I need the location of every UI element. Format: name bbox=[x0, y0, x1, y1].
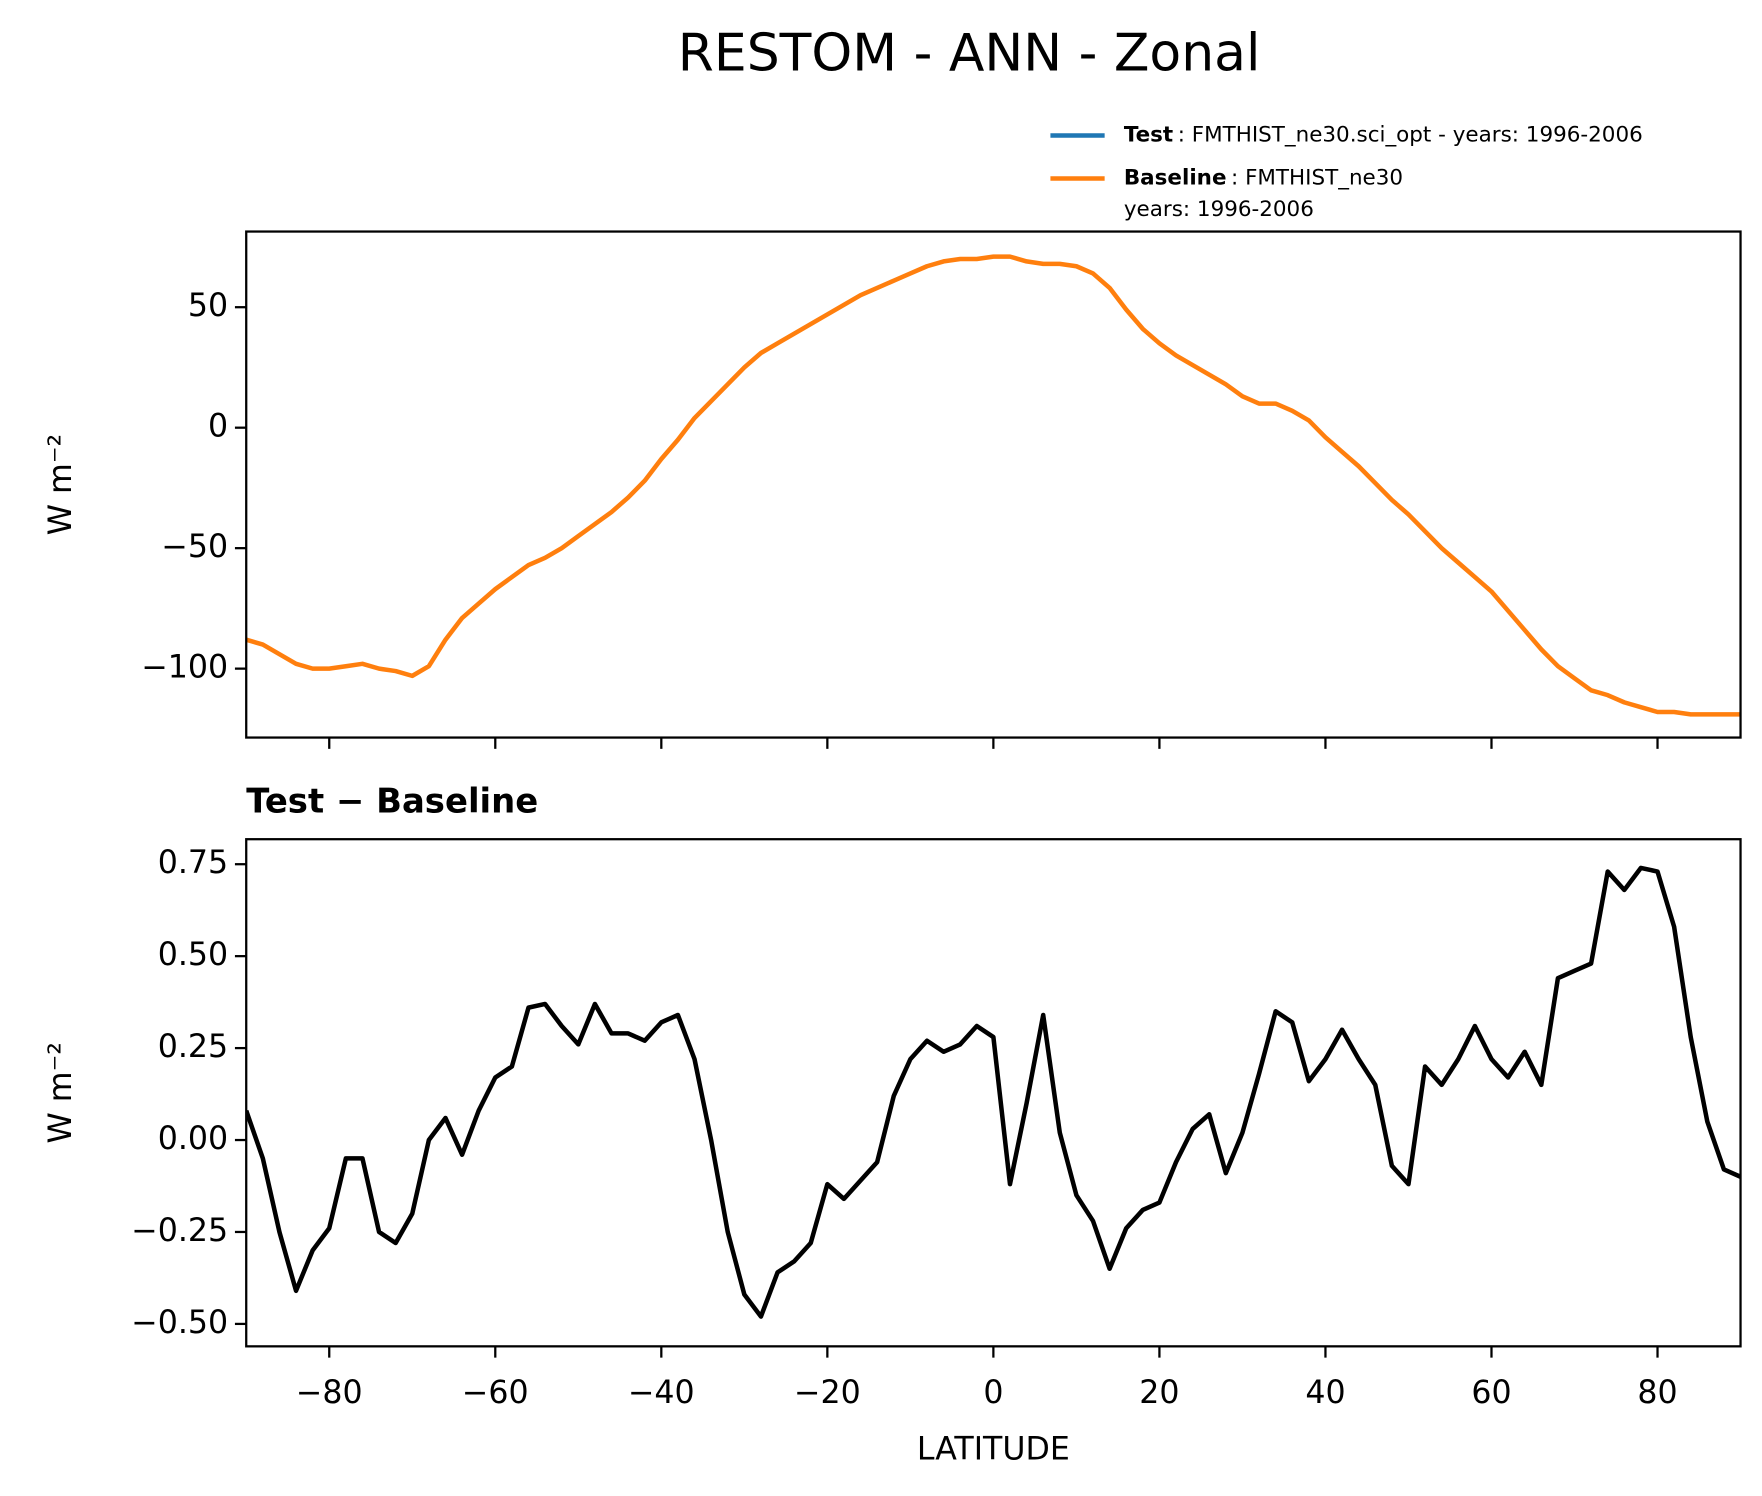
legend-entry: Baseline: FMTHIST_ne30 bbox=[1124, 165, 1403, 190]
y-tick-label: 0 bbox=[208, 409, 228, 445]
y-tick-label: −50 bbox=[161, 529, 228, 565]
x-tick-label: 60 bbox=[1471, 1375, 1511, 1411]
legend-name: Baseline bbox=[1124, 165, 1227, 190]
x-tick-label: −20 bbox=[794, 1375, 861, 1411]
y-tick-label: 0.50 bbox=[158, 937, 228, 973]
x-axis-label: LATITUDE bbox=[917, 1431, 1070, 1467]
x-tick-label: −60 bbox=[462, 1375, 529, 1411]
data-line bbox=[246, 254, 1741, 717]
legend-description-line: years: 1996-2006 bbox=[1124, 197, 1314, 222]
y-axis-label: W m⁻² bbox=[43, 434, 79, 535]
y-tick-label: −0.50 bbox=[131, 1305, 228, 1341]
legend-description: : FMTHIST_ne30.sci_opt - years: 1996-200… bbox=[1178, 123, 1643, 148]
y-tick-label: −0.25 bbox=[131, 1213, 228, 1249]
x-tick-label: 20 bbox=[1139, 1375, 1179, 1411]
legend-entry: Test: FMTHIST_ne30.sci_opt - years: 1996… bbox=[1124, 123, 1643, 148]
axes-frame bbox=[245, 230, 1742, 739]
subplot-title: Test − Baseline bbox=[246, 782, 538, 821]
y-tick-label: 0.75 bbox=[158, 845, 228, 881]
y-tick-label: 0.25 bbox=[158, 1029, 228, 1065]
x-tick-label: 80 bbox=[1637, 1375, 1677, 1411]
x-tick-label: −80 bbox=[296, 1375, 363, 1411]
x-tick-label: −40 bbox=[628, 1375, 695, 1411]
y-tick-label: −100 bbox=[141, 650, 228, 686]
legend-description: : FMTHIST_ne30 bbox=[1231, 165, 1403, 190]
y-axis-label: W m⁻² bbox=[43, 1042, 79, 1143]
legend-name: Test bbox=[1124, 123, 1173, 148]
x-tick-label: 0 bbox=[983, 1375, 1003, 1411]
data-line bbox=[246, 865, 1741, 1319]
figure-title: RESTOM - ANN - Zonal bbox=[678, 23, 1261, 83]
y-tick-label: 0.00 bbox=[158, 1121, 228, 1157]
y-tick-label: 50 bbox=[188, 288, 228, 324]
axes-frame bbox=[245, 838, 1742, 1348]
x-tick-label: 40 bbox=[1305, 1375, 1345, 1411]
